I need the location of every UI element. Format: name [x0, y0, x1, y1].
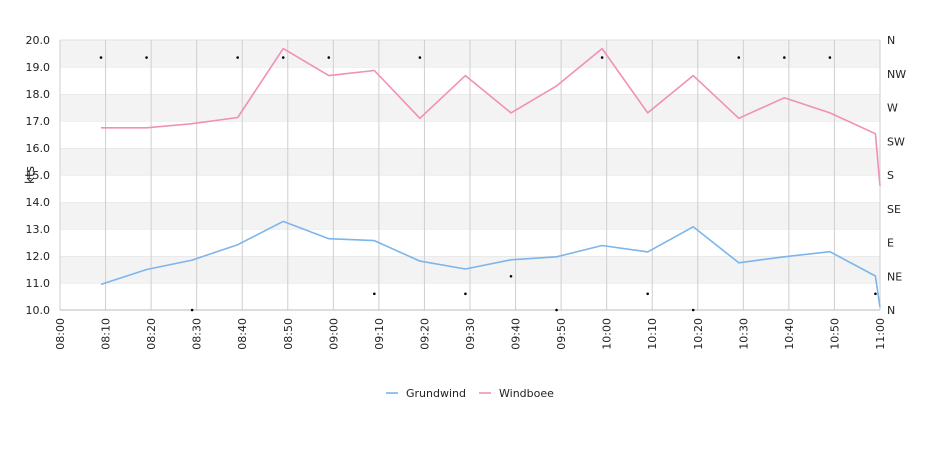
direction-point [373, 292, 376, 296]
y-tick-label: 13.0 [26, 223, 51, 236]
direction-point [145, 56, 148, 59]
y-tick-label: 19.0 [26, 61, 51, 74]
x-tick-label: 09:20 [418, 318, 431, 350]
series-line-grundwind [100, 220, 881, 308]
legend-label: Grundwind [406, 387, 466, 400]
direction-point [691, 308, 695, 312]
y-tick-label: 16.0 [26, 142, 51, 155]
direction-point [828, 56, 832, 59]
right-tick-label: NW [887, 68, 906, 81]
y-tick-label: 11.0 [26, 277, 51, 290]
direction-point [646, 292, 649, 296]
x-tick-label: 10:50 [828, 318, 841, 350]
direction-point [600, 56, 604, 59]
direction-point [418, 56, 422, 59]
right-axis-labels: N NE E SE S SW W NW N [887, 34, 906, 317]
right-tick-label: N [887, 304, 895, 317]
direction-point [327, 56, 331, 59]
legend-label: Windboee [499, 387, 554, 400]
x-tick-label: 08:40 [236, 318, 249, 350]
y-tick-label: 20.0 [26, 34, 51, 47]
y-axis-title: kts [23, 166, 37, 184]
x-tick-label: 08:10 [100, 318, 113, 350]
x-tick-label: 10:20 [692, 318, 705, 350]
direction-point [555, 308, 558, 312]
right-tick-label: SW [887, 135, 905, 148]
right-tick-label: S [887, 169, 894, 182]
x-tick-label: 10:30 [737, 318, 750, 350]
x-tick-label: 09:10 [373, 318, 386, 350]
x-grid [59, 40, 881, 310]
y-tick-label: 10.0 [26, 304, 51, 317]
series-line-windboee [101, 47, 881, 186]
right-tick-label: N [887, 34, 895, 47]
right-tick-label: SE [887, 203, 901, 216]
direction-point [464, 292, 467, 296]
y-tick-label: 12.0 [26, 250, 51, 263]
series-layer [100, 47, 881, 308]
y-tick-label: 14.0 [26, 196, 51, 209]
direction-point [281, 56, 285, 59]
y-tick-label: 15.0 [26, 169, 51, 182]
direction-point [509, 274, 513, 278]
direction-point [874, 292, 877, 296]
x-tick-label: 10:10 [646, 318, 659, 350]
x-tick-label: 09:40 [510, 318, 523, 350]
direction-point [737, 56, 741, 59]
x-tick-label: 08:00 [54, 318, 67, 350]
y-tick-label: 17.0 [26, 115, 51, 128]
x-tick-label: 10:00 [601, 318, 614, 350]
legend: Grundwind Windboee [386, 387, 554, 400]
x-tick-label: 09:30 [464, 318, 477, 350]
x-tick-label: 08:30 [191, 318, 204, 350]
y-tick-labels: 10.0 11.0 12.0 13.0 14.0 15.0 16.0 17.0 18.0 19.0… [26, 34, 51, 317]
direction-point [99, 56, 103, 59]
points-layer [99, 56, 877, 312]
direction-point [783, 56, 786, 59]
y-tick-label: 18.0 [26, 88, 51, 101]
x-tick-label: 08:20 [145, 318, 158, 350]
right-tick-label: E [887, 237, 894, 250]
x-tick-label: 09:00 [327, 318, 340, 350]
direction-point [190, 308, 194, 312]
right-tick-label: W [887, 102, 898, 115]
x-tick-label: 11:00 [874, 318, 887, 350]
right-tick-label: NE [887, 270, 902, 283]
x-tick-label: 09:50 [555, 318, 568, 350]
x-tick-label: 10:40 [783, 318, 796, 350]
direction-point [236, 56, 239, 59]
x-tick-label: 08:50 [282, 318, 295, 350]
x-tick-labels: 08:00 08:10 08:20 08:30 08:40 08:50 09:00 09:10… [54, 318, 887, 350]
